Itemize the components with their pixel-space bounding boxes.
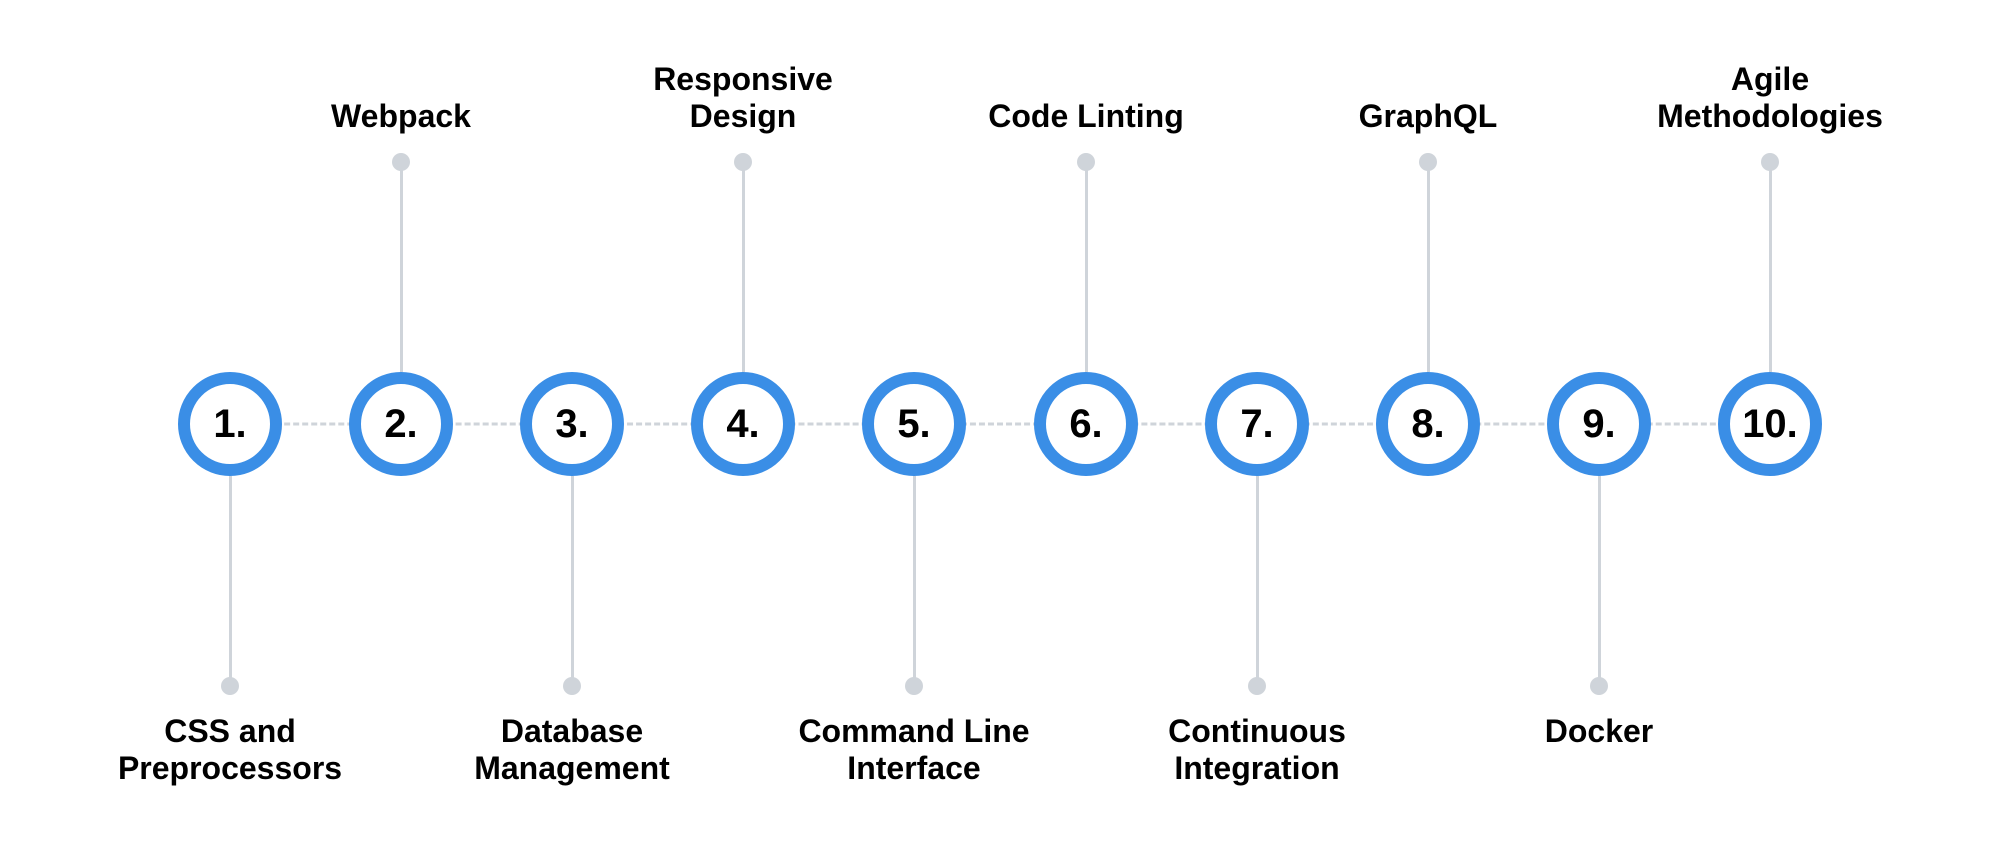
timeline-stem: [1085, 162, 1088, 372]
timeline-stem-dot: [905, 677, 923, 695]
timeline-node-number: 6.: [1069, 402, 1102, 447]
timeline-stem: [1427, 162, 1430, 372]
timeline-node-number: 4.: [726, 402, 759, 447]
timeline-stem-dot: [1077, 153, 1095, 171]
timeline-stem: [400, 162, 403, 372]
timeline-stem: [229, 476, 232, 686]
timeline-label: Command Line Interface: [784, 713, 1044, 787]
timeline-label: Webpack: [271, 98, 531, 135]
timeline-label: Docker: [1469, 713, 1729, 750]
timeline-node-8: 8.: [1376, 372, 1480, 476]
timeline-node-4: 4.: [691, 372, 795, 476]
timeline-node-number: 3.: [555, 402, 588, 447]
timeline-axis: [230, 423, 1770, 426]
timeline-stem-dot: [563, 677, 581, 695]
timeline-stem-dot: [1761, 153, 1779, 171]
timeline-node-number: 9.: [1582, 402, 1615, 447]
timeline-stem: [742, 162, 745, 372]
timeline-label: Agile Methodologies: [1640, 61, 1900, 135]
timeline-node-2: 2.: [349, 372, 453, 476]
timeline-stem-dot: [734, 153, 752, 171]
timeline-stem-dot: [1590, 677, 1608, 695]
timeline-stem: [1769, 162, 1772, 372]
timeline-label: CSS and Preprocessors: [100, 713, 360, 787]
timeline-label: Database Management: [442, 713, 702, 787]
timeline-node-number: 8.: [1411, 402, 1444, 447]
timeline-node-1: 1.: [178, 372, 282, 476]
timeline-stem-dot: [221, 677, 239, 695]
timeline-stem: [1256, 476, 1259, 686]
timeline-node-number: 7.: [1240, 402, 1273, 447]
timeline-node-10: 10.: [1718, 372, 1822, 476]
timeline-node-7: 7.: [1205, 372, 1309, 476]
timeline-stem: [1598, 476, 1601, 686]
timeline-node-number: 10.: [1742, 402, 1798, 447]
timeline-node-number: 1.: [213, 402, 246, 447]
timeline-node-6: 6.: [1034, 372, 1138, 476]
timeline-stem: [571, 476, 574, 686]
timeline-label: Responsive Design: [613, 61, 873, 135]
timeline-label: GraphQL: [1298, 98, 1558, 135]
timeline-node-number: 5.: [897, 402, 930, 447]
timeline-node-number: 2.: [384, 402, 417, 447]
timeline-stem-dot: [1248, 677, 1266, 695]
timeline-node-3: 3.: [520, 372, 624, 476]
timeline-diagram: 1. CSS and Preprocessors 2. Webpack 3. Databa…: [0, 0, 2000, 848]
timeline-label: Continuous Integration: [1127, 713, 1387, 787]
timeline-node-9: 9.: [1547, 372, 1651, 476]
timeline-stem: [913, 476, 916, 686]
timeline-stem-dot: [1419, 153, 1437, 171]
timeline-node-5: 5.: [862, 372, 966, 476]
timeline-label: Code Linting: [956, 98, 1216, 135]
timeline-stem-dot: [392, 153, 410, 171]
